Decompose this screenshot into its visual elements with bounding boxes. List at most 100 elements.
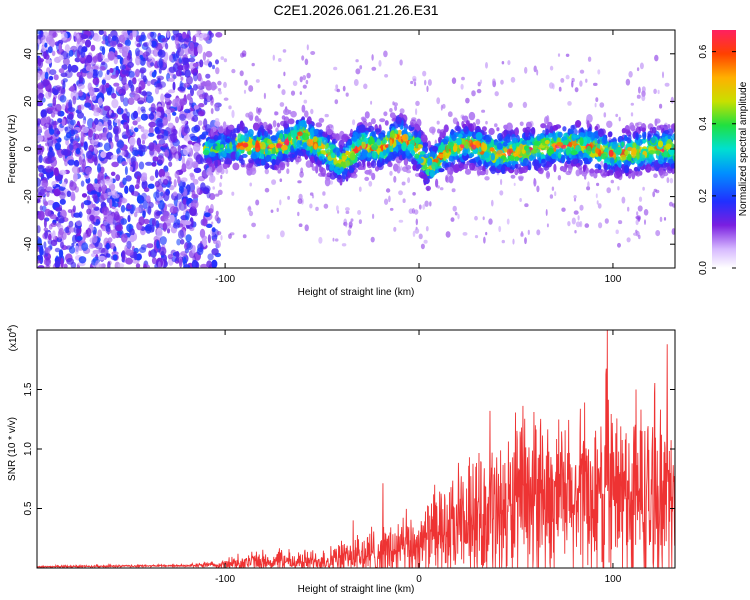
heat-cell — [158, 57, 163, 68]
heat-cell — [159, 246, 167, 256]
y-tick-label: 20 — [23, 95, 34, 107]
heat-cell — [174, 170, 180, 179]
heat-cell — [57, 111, 61, 117]
heat-cell — [213, 85, 218, 90]
heat-cell — [97, 142, 103, 148]
heat-cell — [363, 83, 368, 90]
heat-cell — [120, 204, 126, 213]
heat-cell — [303, 99, 308, 104]
heat-cell — [150, 40, 157, 48]
heat-cell — [148, 55, 153, 60]
heat-cell — [48, 233, 52, 241]
heat-cell — [232, 143, 237, 152]
heat-cell — [206, 58, 210, 64]
heat-cell — [652, 126, 657, 134]
heat-cell — [637, 121, 643, 126]
heat-cell — [127, 61, 134, 68]
heat-cell — [299, 140, 303, 146]
heat-cell — [191, 193, 199, 199]
heat-cell — [241, 153, 248, 158]
heat-cell — [287, 132, 292, 142]
heat-cell — [215, 145, 221, 151]
heat-cell — [81, 242, 89, 252]
heat-cell — [148, 142, 155, 152]
heat-cell — [383, 50, 388, 58]
heat-cell — [141, 180, 148, 190]
heat-cell — [533, 178, 537, 187]
heat-cell — [92, 193, 98, 203]
heat-cell — [53, 167, 59, 177]
heat-cell — [66, 190, 72, 197]
heat-cell — [98, 30, 104, 35]
heat-cell — [262, 121, 268, 129]
heat-cell — [58, 43, 62, 53]
heat-cell — [121, 113, 128, 121]
heat-cell — [459, 163, 464, 168]
heat-cell — [129, 228, 135, 236]
heat-cell — [129, 56, 133, 64]
heat-cell — [346, 140, 353, 146]
heat-cell — [389, 139, 393, 147]
heat-cell — [162, 116, 168, 126]
heat-cell — [577, 215, 580, 221]
heat-cell — [139, 69, 145, 74]
heat-cell — [71, 242, 75, 247]
heat-cell — [264, 147, 268, 155]
heat-cell — [119, 197, 123, 206]
heat-cell — [302, 84, 307, 89]
heat-cell — [37, 58, 44, 69]
heat-cell — [129, 166, 133, 172]
heat-cell — [400, 125, 404, 130]
heat-cell — [93, 35, 102, 42]
heat-cell — [48, 146, 53, 152]
heat-cell — [276, 143, 282, 149]
x-tick-label: 100 — [605, 574, 622, 585]
heat-cell — [412, 192, 416, 196]
heat-cell — [420, 243, 425, 250]
heat-cell — [429, 126, 436, 134]
heat-cell — [283, 123, 289, 128]
heat-cell — [479, 79, 483, 84]
heat-cell — [39, 246, 44, 256]
heat-cell — [140, 34, 147, 42]
heat-cell — [150, 31, 157, 39]
heat-cell — [154, 87, 160, 95]
heat-cell — [553, 132, 557, 142]
heat-cell — [78, 211, 83, 218]
heat-cell — [454, 211, 458, 216]
heat-cell — [426, 85, 429, 93]
heat-cell — [345, 160, 350, 167]
heat-cell — [159, 236, 167, 245]
heat-cell — [451, 188, 456, 193]
heat-cell — [641, 86, 646, 93]
heat-cell — [557, 131, 563, 138]
heat-cell — [485, 168, 489, 176]
heat-cell — [166, 30, 170, 38]
heat-cell — [218, 152, 224, 160]
heat-cell — [247, 129, 254, 137]
heat-cell — [565, 53, 570, 57]
heat-cell — [209, 32, 214, 38]
heat-cell — [73, 172, 78, 182]
heat-cell — [416, 164, 422, 170]
heat-cell — [567, 165, 573, 174]
heat-cell — [557, 151, 562, 159]
heat-cell — [138, 161, 145, 170]
heat-cell — [50, 222, 57, 228]
heat-cell — [672, 153, 675, 162]
heat-cell — [178, 229, 184, 239]
heat-cell — [92, 203, 96, 209]
heat-cell — [272, 120, 277, 128]
heat-cell — [37, 30, 42, 35]
heat-cell — [98, 70, 103, 78]
heat-cell — [90, 190, 98, 195]
heat-cell — [625, 78, 631, 86]
heat-cell — [61, 148, 69, 156]
heat-cell — [310, 129, 314, 139]
heat-cell — [425, 226, 429, 232]
heat-cell — [257, 129, 261, 138]
heat-cell — [135, 47, 140, 57]
heat-cell — [211, 248, 219, 256]
snr-series — [37, 330, 675, 568]
heat-cell — [521, 166, 528, 173]
